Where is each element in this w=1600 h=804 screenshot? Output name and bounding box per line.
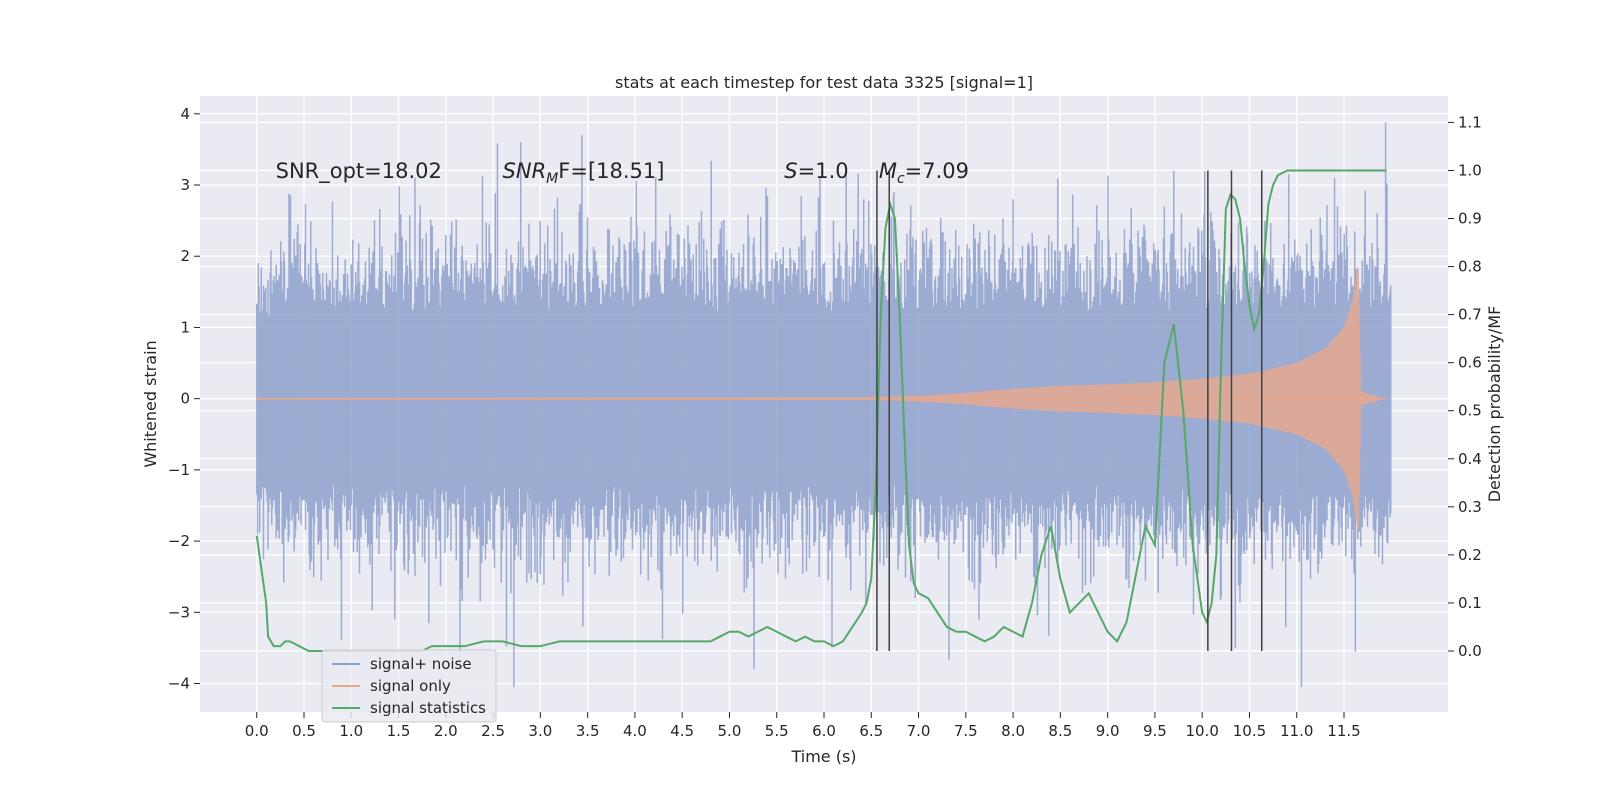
legend-label-signal-noise: signal+ noise [370,655,472,673]
legend-label-signal-only: signal only [370,677,451,695]
y-tick-label: 3 [180,176,190,194]
x-tick-label: 6.0 [812,722,836,740]
y2-tick-label: 0.8 [1458,258,1482,276]
x-tick-label: 3.5 [576,722,600,740]
x-tick-label: 0.5 [292,722,316,740]
x-tick-label: 6.5 [859,722,883,740]
y2-axis-ticks: 0.0 0.1 0.2 0.3 0.4 0.5 0.6 0.7 0.8 0.9 1.0 1.1 [1448,113,1482,660]
x-tick-label: 1.5 [387,722,411,740]
chart-title: stats at each timestep for test data 332… [615,73,1033,92]
y2-tick-label: 0.5 [1458,402,1482,420]
y2-tick-label: 0.6 [1458,354,1482,372]
legend: signal+ noise signal only signal statist… [321,649,497,723]
x-tick-label: 2.0 [434,722,458,740]
x-tick-label: 7.5 [954,722,978,740]
x-tick-label: 4.5 [670,722,694,740]
signal-statistics-series [255,169,1387,652]
x-axis-label: Time (s) [790,747,856,766]
x-tick-label: 1.0 [339,722,363,740]
signal-statistics-line [255,169,1387,652]
legend-label-signal-statistics: signal statistics [370,699,486,717]
y2-tick-label: 0.9 [1458,210,1482,228]
x-tick-label: 3.0 [528,722,552,740]
y2-tick-label: 0.7 [1458,306,1482,324]
y2-tick-label: 0.2 [1458,546,1482,564]
y-axis-ticks: −4 −3 −2 −1 0 1 2 3 4 [168,105,200,693]
x-tick-label: 2.5 [481,722,505,740]
y2-tick-label: 1.0 [1458,161,1482,179]
y2-tick-label: 0.0 [1458,642,1482,660]
annotation-snr-mf: SNRMF=[18.51] [503,159,665,187]
y-tick-label: −1 [168,461,190,479]
y-tick-label: −3 [168,603,190,621]
annotation-s-value: S=1.0 [784,159,848,183]
x-tick-label: 0.0 [245,722,269,740]
x-axis-ticks: 0.0 0.5 1.0 1.5 2.0 2.5 3.0 3.5 4.0 4.5 5.0 5.5 6.0 6… [245,712,1361,740]
x-tick-label: 9.5 [1143,722,1167,740]
y-tick-label: 2 [180,247,190,265]
x-tick-label: 11.5 [1327,722,1360,740]
annotations: SNR_opt=18.02 SNRMF=[18.51] S=1.0 Mc=7.09 [276,159,969,187]
x-tick-label: 11.0 [1280,722,1313,740]
y2-axis-label: Detection probability/MF [1485,306,1504,503]
signal-only-series [256,266,1387,531]
x-tick-label: 8.0 [1001,722,1025,740]
x-tick-label: 7.0 [907,722,931,740]
y-tick-label: −4 [168,675,190,693]
y-tick-label: 0 [180,390,190,408]
annotation-mc-value: Mc=7.09 [879,159,969,187]
legend-box [321,649,497,723]
y2-tick-label: 0.1 [1458,594,1482,612]
vertical-markers [876,170,1263,651]
x-tick-label: 10.5 [1233,722,1266,740]
y-tick-label: −2 [168,532,190,550]
annotation-snr-opt: SNR_opt=18.02 [276,159,442,184]
x-tick-label: 8.5 [1048,722,1072,740]
x-tick-label: 4.0 [623,722,647,740]
y-tick-label: 4 [180,105,190,123]
x-tick-label: 9.0 [1096,722,1120,740]
y-tick-label: 1 [180,318,190,336]
y2-tick-label: 0.4 [1458,450,1482,468]
x-tick-label: 5.5 [765,722,789,740]
x-tick-label: 10.0 [1185,722,1218,740]
y2-tick-label: 0.3 [1458,498,1482,516]
y-axis-label: Whitened strain [141,340,160,467]
y2-tick-label: 1.1 [1458,113,1482,131]
x-tick-label: 5.0 [718,722,742,740]
